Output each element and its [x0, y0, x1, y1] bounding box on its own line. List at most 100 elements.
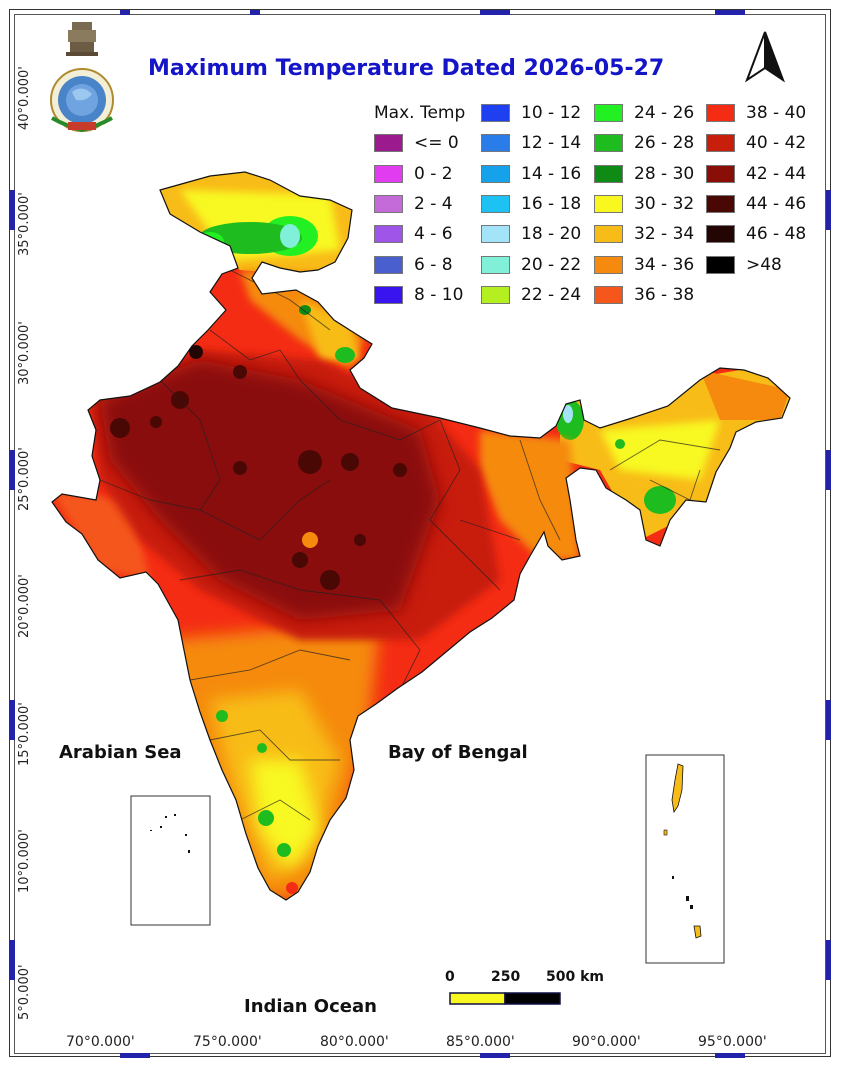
legend-label: 24 - 26	[634, 103, 695, 123]
legend-item: 40 - 42	[706, 133, 806, 153]
legend-item: 20 - 22	[481, 255, 581, 275]
legend-item: 22 - 24	[481, 285, 581, 305]
legend-swatch	[706, 225, 735, 244]
legend-swatch	[594, 285, 623, 304]
latitude-label: 10°0.000'	[17, 829, 32, 893]
legend-item: >48	[706, 255, 782, 275]
scale-bar-segment-1	[449, 992, 506, 1005]
frame-tick	[826, 190, 831, 230]
scale-tick-0: 0	[445, 969, 455, 985]
legend-swatch	[594, 194, 623, 213]
imd-emblem-icon	[50, 22, 114, 133]
frame-tick	[120, 10, 130, 15]
legend-label: 10 - 12	[521, 103, 582, 123]
frame-tick	[480, 10, 510, 15]
legend-label: 40 - 42	[746, 133, 807, 154]
legend-label: 22 - 24	[521, 284, 582, 305]
legend-item: 18 - 20	[481, 224, 581, 244]
legend-swatch	[374, 285, 403, 304]
legend-label: 6 - 8	[414, 254, 453, 275]
latitude-label: 30°0.000'	[17, 321, 32, 385]
legend-label: 8 - 10	[414, 284, 464, 305]
legend-label: 46 - 48	[746, 224, 807, 245]
legend-label: 26 - 28	[634, 133, 695, 154]
legend-swatch	[481, 255, 510, 274]
legend-label: 2 - 4	[414, 193, 453, 214]
legend-swatch	[374, 225, 403, 244]
frame-tick	[250, 10, 260, 15]
andaman-inset	[645, 754, 725, 964]
legend-item: <= 0	[374, 133, 459, 153]
legend-label: 38 - 40	[746, 103, 807, 123]
legend-item: 38 - 40	[706, 103, 806, 123]
legend-item: 30 - 32	[594, 194, 694, 214]
legend-swatch	[374, 134, 403, 153]
frame-tick	[10, 450, 15, 490]
frame-tick	[480, 1053, 510, 1058]
legend-item: 8 - 10	[374, 285, 463, 305]
longitude-label: 85°0.000'	[446, 1034, 515, 1050]
lakshadweep-islands	[150, 814, 190, 853]
legend-label: 34 - 36	[634, 254, 695, 275]
longitude-label: 75°0.000'	[193, 1034, 262, 1050]
legend-item: 14 - 16	[481, 164, 581, 184]
legend-swatch	[594, 104, 623, 122]
latitude-label: 20°0.000'	[17, 574, 32, 638]
legend-label: 32 - 34	[634, 224, 695, 245]
frame-tick	[826, 450, 831, 490]
legend-label: 36 - 38	[634, 284, 695, 305]
legend-swatch	[481, 285, 510, 304]
indian-ocean-label: Indian Ocean	[244, 996, 377, 1017]
legend-item: 44 - 46	[706, 194, 806, 214]
legend-item: 12 - 14	[481, 133, 581, 153]
scale-tick-500: 500 km	[546, 969, 604, 985]
legend-item: 32 - 34	[594, 224, 694, 244]
legend-swatch	[594, 164, 623, 183]
legend-swatch	[481, 225, 510, 244]
legend-swatch	[481, 134, 510, 153]
bay-of-bengal-label: Bay of Bengal	[388, 742, 528, 763]
legend-item: 26 - 28	[594, 133, 694, 153]
latitude-label: 40°0.000'	[17, 66, 32, 130]
legend-item: 10 - 12	[481, 103, 581, 123]
legend-item: 0 - 2	[374, 164, 453, 184]
legend-label: 4 - 6	[414, 224, 453, 245]
legend-label: >48	[746, 254, 782, 275]
legend-label: 30 - 32	[634, 193, 695, 214]
longitude-label: 80°0.000'	[320, 1034, 389, 1050]
legend-item: 6 - 8	[374, 255, 453, 275]
frame-tick	[10, 940, 15, 980]
frame-tick	[715, 10, 745, 15]
latitude-label: 15°0.000'	[17, 702, 32, 766]
legend-item: 42 - 44	[706, 164, 806, 184]
legend-swatch	[706, 134, 735, 153]
legend-item: 36 - 38	[594, 285, 694, 305]
legend-swatch	[706, 194, 735, 213]
legend-swatch	[374, 255, 403, 274]
legend-label: 20 - 22	[521, 254, 582, 275]
legend-label: 18 - 20	[521, 224, 582, 245]
andaman-islands	[663, 763, 702, 939]
frame-tick	[715, 1053, 745, 1058]
legend-swatch	[481, 194, 510, 213]
lakshadweep-inset	[130, 795, 211, 926]
state-boundaries	[99, 269, 721, 821]
frame-tick	[120, 1053, 150, 1058]
legend-item: 4 - 6	[374, 224, 453, 244]
frame-tick	[10, 190, 15, 230]
north-arrow-icon	[744, 31, 786, 83]
legend-swatch	[481, 164, 510, 183]
legend-label: 28 - 30	[634, 163, 695, 184]
scale-tick-250: 250	[491, 969, 521, 985]
legend-swatch	[706, 104, 735, 122]
frame-tick	[826, 940, 831, 980]
scale-bar-segment-2	[504, 992, 561, 1005]
longitude-label: 95°0.000'	[698, 1034, 767, 1050]
latitude-label: 25°0.000'	[17, 447, 32, 511]
legend-item: 24 - 26	[594, 103, 694, 123]
legend-label: <= 0	[414, 133, 459, 154]
legend-swatch	[374, 164, 403, 183]
legend-swatch	[374, 194, 403, 213]
legend-label: 12 - 14	[521, 133, 582, 154]
